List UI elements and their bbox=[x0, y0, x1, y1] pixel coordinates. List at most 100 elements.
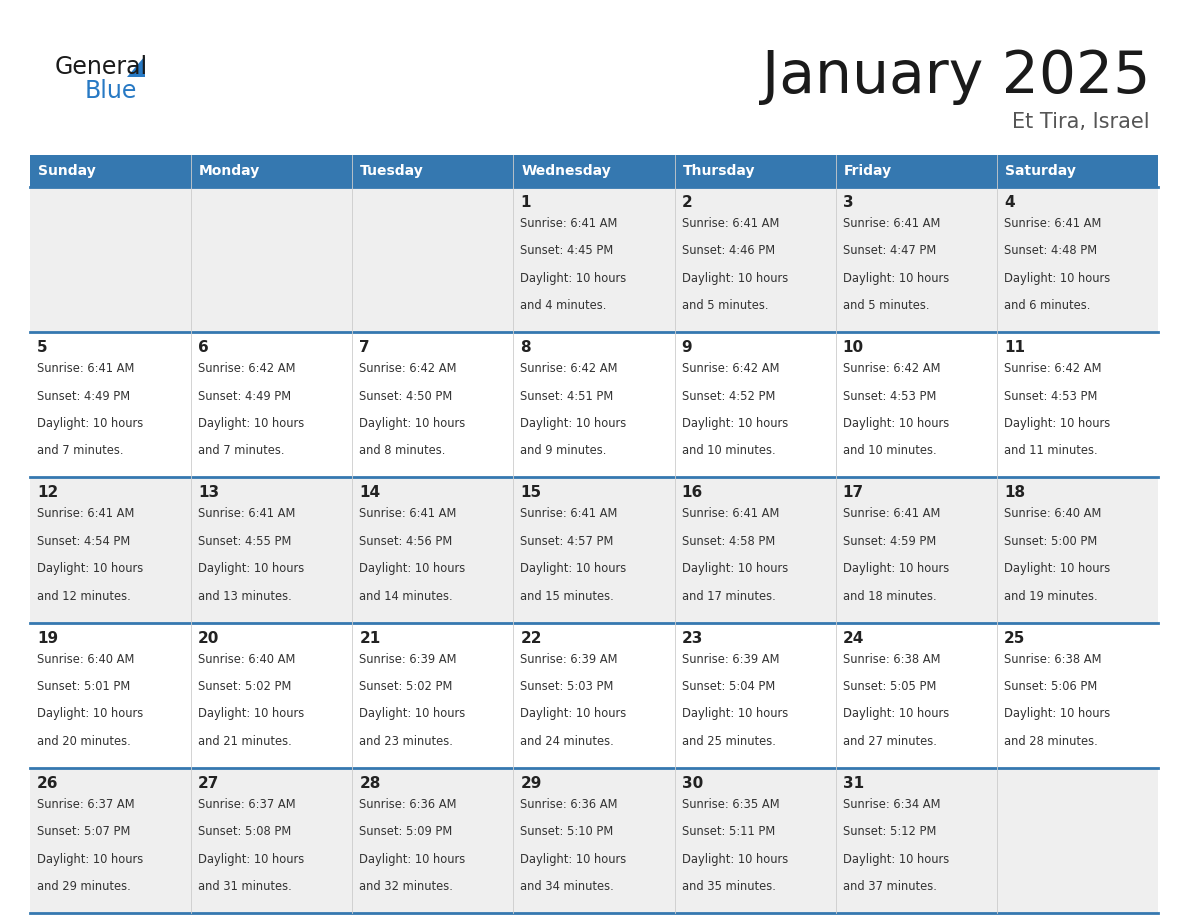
Text: Sunset: 5:12 PM: Sunset: 5:12 PM bbox=[842, 825, 936, 838]
Text: and 32 minutes.: and 32 minutes. bbox=[359, 880, 453, 893]
Text: and 12 minutes.: and 12 minutes. bbox=[37, 589, 131, 603]
Text: Sunrise: 6:38 AM: Sunrise: 6:38 AM bbox=[842, 653, 940, 666]
Text: Daylight: 10 hours: Daylight: 10 hours bbox=[359, 417, 466, 430]
Text: Sunset: 4:53 PM: Sunset: 4:53 PM bbox=[1004, 389, 1098, 403]
Text: and 34 minutes.: and 34 minutes. bbox=[520, 880, 614, 893]
Text: Sunrise: 6:41 AM: Sunrise: 6:41 AM bbox=[842, 217, 940, 230]
Text: Sunrise: 6:42 AM: Sunrise: 6:42 AM bbox=[520, 363, 618, 375]
Text: Sunset: 5:08 PM: Sunset: 5:08 PM bbox=[198, 825, 291, 838]
Text: Sunrise: 6:39 AM: Sunrise: 6:39 AM bbox=[682, 653, 779, 666]
Text: 18: 18 bbox=[1004, 486, 1025, 500]
Text: Daylight: 10 hours: Daylight: 10 hours bbox=[682, 272, 788, 285]
Text: and 27 minutes.: and 27 minutes. bbox=[842, 735, 936, 748]
Text: 12: 12 bbox=[37, 486, 58, 500]
Text: 19: 19 bbox=[37, 631, 58, 645]
Text: Saturday: Saturday bbox=[1005, 164, 1075, 178]
Text: Friday: Friday bbox=[843, 164, 892, 178]
Text: and 31 minutes.: and 31 minutes. bbox=[198, 880, 292, 893]
Text: Sunrise: 6:37 AM: Sunrise: 6:37 AM bbox=[37, 798, 134, 811]
Bar bbox=[30, 767, 1158, 913]
Text: 6: 6 bbox=[198, 341, 209, 355]
Text: Daylight: 10 hours: Daylight: 10 hours bbox=[198, 853, 304, 866]
Text: and 14 minutes.: and 14 minutes. bbox=[359, 589, 453, 603]
Text: 13: 13 bbox=[198, 486, 220, 500]
Text: Daylight: 10 hours: Daylight: 10 hours bbox=[520, 708, 627, 721]
Text: and 11 minutes.: and 11 minutes. bbox=[1004, 444, 1098, 457]
Text: Sunset: 4:51 PM: Sunset: 4:51 PM bbox=[520, 389, 614, 403]
Text: 22: 22 bbox=[520, 631, 542, 645]
Text: Sunrise: 6:40 AM: Sunrise: 6:40 AM bbox=[37, 653, 134, 666]
Bar bbox=[513, 155, 675, 187]
Text: 11: 11 bbox=[1004, 341, 1025, 355]
Text: Sunset: 4:49 PM: Sunset: 4:49 PM bbox=[198, 389, 291, 403]
Text: Sunrise: 6:42 AM: Sunrise: 6:42 AM bbox=[682, 363, 779, 375]
Text: Sunrise: 6:36 AM: Sunrise: 6:36 AM bbox=[359, 798, 456, 811]
Text: and 24 minutes.: and 24 minutes. bbox=[520, 735, 614, 748]
Text: Daylight: 10 hours: Daylight: 10 hours bbox=[682, 562, 788, 576]
Text: Sunrise: 6:41 AM: Sunrise: 6:41 AM bbox=[359, 508, 456, 521]
Text: Daylight: 10 hours: Daylight: 10 hours bbox=[1004, 708, 1110, 721]
Text: Sunset: 4:45 PM: Sunset: 4:45 PM bbox=[520, 244, 614, 257]
Text: Daylight: 10 hours: Daylight: 10 hours bbox=[520, 562, 627, 576]
Text: 10: 10 bbox=[842, 341, 864, 355]
Text: 7: 7 bbox=[359, 341, 369, 355]
Text: and 4 minutes.: and 4 minutes. bbox=[520, 299, 607, 312]
Text: Thursday: Thursday bbox=[683, 164, 756, 178]
Text: and 8 minutes.: and 8 minutes. bbox=[359, 444, 446, 457]
Text: Daylight: 10 hours: Daylight: 10 hours bbox=[520, 853, 627, 866]
Text: Daylight: 10 hours: Daylight: 10 hours bbox=[842, 708, 949, 721]
Text: Tuesday: Tuesday bbox=[360, 164, 424, 178]
Text: Et Tira, Israel: Et Tira, Israel bbox=[1012, 112, 1150, 132]
Text: 2: 2 bbox=[682, 195, 693, 210]
Text: Daylight: 10 hours: Daylight: 10 hours bbox=[1004, 272, 1110, 285]
Text: 4: 4 bbox=[1004, 195, 1015, 210]
Polygon shape bbox=[127, 56, 145, 77]
Text: Sunset: 4:56 PM: Sunset: 4:56 PM bbox=[359, 535, 453, 548]
Text: and 7 minutes.: and 7 minutes. bbox=[198, 444, 285, 457]
Text: General: General bbox=[55, 55, 148, 79]
Bar bbox=[30, 477, 1158, 622]
Text: Sunset: 5:05 PM: Sunset: 5:05 PM bbox=[842, 680, 936, 693]
Text: Sunset: 5:07 PM: Sunset: 5:07 PM bbox=[37, 825, 131, 838]
Text: 27: 27 bbox=[198, 776, 220, 790]
Text: and 9 minutes.: and 9 minutes. bbox=[520, 444, 607, 457]
Text: 17: 17 bbox=[842, 486, 864, 500]
Bar bbox=[835, 155, 997, 187]
Text: Sunrise: 6:40 AM: Sunrise: 6:40 AM bbox=[198, 653, 296, 666]
Text: and 5 minutes.: and 5 minutes. bbox=[842, 299, 929, 312]
Text: and 10 minutes.: and 10 minutes. bbox=[682, 444, 776, 457]
Text: Sunrise: 6:41 AM: Sunrise: 6:41 AM bbox=[682, 508, 779, 521]
Text: Daylight: 10 hours: Daylight: 10 hours bbox=[359, 708, 466, 721]
Text: Sunset: 4:52 PM: Sunset: 4:52 PM bbox=[682, 389, 775, 403]
Text: Daylight: 10 hours: Daylight: 10 hours bbox=[842, 853, 949, 866]
Text: and 21 minutes.: and 21 minutes. bbox=[198, 735, 292, 748]
Text: Sunset: 5:10 PM: Sunset: 5:10 PM bbox=[520, 825, 614, 838]
Text: Sunrise: 6:39 AM: Sunrise: 6:39 AM bbox=[520, 653, 618, 666]
Text: Sunset: 4:55 PM: Sunset: 4:55 PM bbox=[198, 535, 291, 548]
Text: 24: 24 bbox=[842, 631, 864, 645]
Text: Daylight: 10 hours: Daylight: 10 hours bbox=[198, 708, 304, 721]
Text: 15: 15 bbox=[520, 486, 542, 500]
Text: and 5 minutes.: and 5 minutes. bbox=[682, 299, 769, 312]
Text: Sunrise: 6:41 AM: Sunrise: 6:41 AM bbox=[682, 217, 779, 230]
Text: 21: 21 bbox=[359, 631, 380, 645]
Text: Sunset: 5:00 PM: Sunset: 5:00 PM bbox=[1004, 535, 1097, 548]
Text: Daylight: 10 hours: Daylight: 10 hours bbox=[37, 562, 144, 576]
Text: Daylight: 10 hours: Daylight: 10 hours bbox=[1004, 417, 1110, 430]
Text: 8: 8 bbox=[520, 341, 531, 355]
Text: and 13 minutes.: and 13 minutes. bbox=[198, 589, 292, 603]
Text: Sunset: 4:54 PM: Sunset: 4:54 PM bbox=[37, 535, 131, 548]
Bar bbox=[353, 155, 513, 187]
Text: Daylight: 10 hours: Daylight: 10 hours bbox=[842, 272, 949, 285]
Text: and 29 minutes.: and 29 minutes. bbox=[37, 880, 131, 893]
Text: 5: 5 bbox=[37, 341, 48, 355]
Text: Sunrise: 6:38 AM: Sunrise: 6:38 AM bbox=[1004, 653, 1101, 666]
Bar bbox=[191, 155, 353, 187]
Text: Daylight: 10 hours: Daylight: 10 hours bbox=[37, 708, 144, 721]
Text: Sunrise: 6:41 AM: Sunrise: 6:41 AM bbox=[520, 217, 618, 230]
Text: Sunrise: 6:37 AM: Sunrise: 6:37 AM bbox=[198, 798, 296, 811]
Text: and 25 minutes.: and 25 minutes. bbox=[682, 735, 776, 748]
Text: Sunset: 4:57 PM: Sunset: 4:57 PM bbox=[520, 535, 614, 548]
Text: Daylight: 10 hours: Daylight: 10 hours bbox=[37, 417, 144, 430]
Text: January 2025: January 2025 bbox=[762, 48, 1150, 105]
